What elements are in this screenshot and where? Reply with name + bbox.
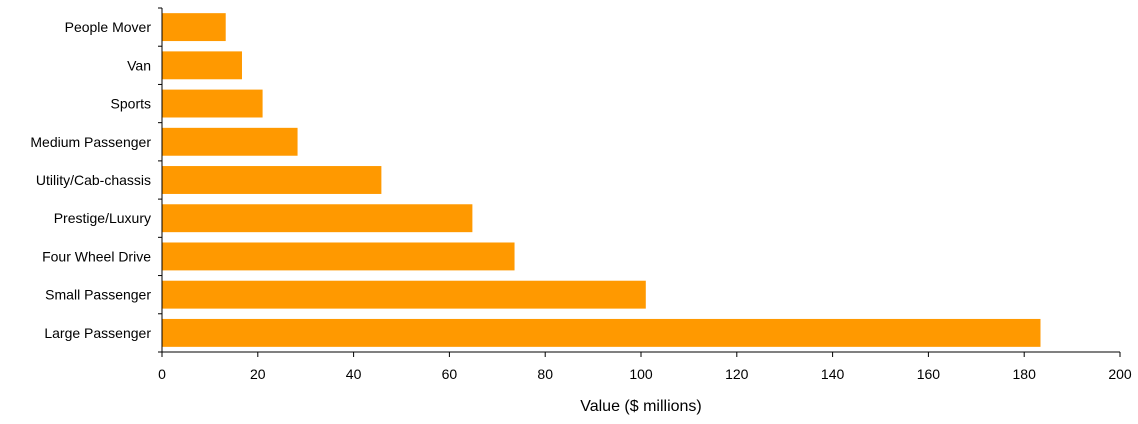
category-label-large-passenger: Large Passenger	[44, 325, 151, 341]
x-axis-title: Value ($ millions)	[580, 398, 702, 415]
x-tick-label: 20	[250, 366, 266, 382]
x-tick-label: 60	[442, 366, 458, 382]
bar-utility-cab-chassis	[162, 166, 382, 194]
x-tick-label: 40	[346, 366, 362, 382]
x-tick-label: 140	[821, 366, 845, 382]
category-label-prestige-luxury: Prestige/Luxury	[54, 210, 151, 226]
category-label-van: Van	[127, 57, 151, 73]
category-label-people-mover: People Mover	[65, 19, 152, 35]
bar-large-passenger	[162, 318, 1041, 347]
bar-sports	[162, 89, 263, 118]
bar-four-wheel-drive	[162, 242, 515, 271]
category-label-medium-passenger: Medium Passenger	[30, 134, 151, 150]
category-label-utility-cab-chassis: Utility/Cab-chassis	[36, 172, 151, 188]
labels-layer: People Mover Van Sports Medium Passenger Uti…	[30, 19, 1132, 382]
bar-people-mover	[162, 13, 226, 42]
x-tick-label: 160	[917, 366, 941, 382]
x-tick-label: 80	[537, 366, 553, 382]
bar-medium-passenger	[162, 127, 298, 156]
bars-layer	[162, 13, 1041, 347]
x-tick-label: 120	[725, 366, 749, 382]
x-tick-label: 180	[1013, 366, 1037, 382]
axes-layer	[158, 7, 1121, 357]
category-label-small-passenger: Small Passenger	[45, 287, 151, 303]
bar-small-passenger	[162, 280, 646, 309]
bar-van	[162, 51, 242, 80]
category-label-sports: Sports	[111, 96, 151, 112]
x-tick-label: 100	[629, 366, 653, 382]
x-tick-label: 200	[1108, 366, 1132, 382]
x-tick-label: 0	[158, 366, 166, 382]
bar-prestige-luxury	[162, 204, 473, 233]
category-label-four-wheel-drive: Four Wheel Drive	[42, 248, 151, 264]
